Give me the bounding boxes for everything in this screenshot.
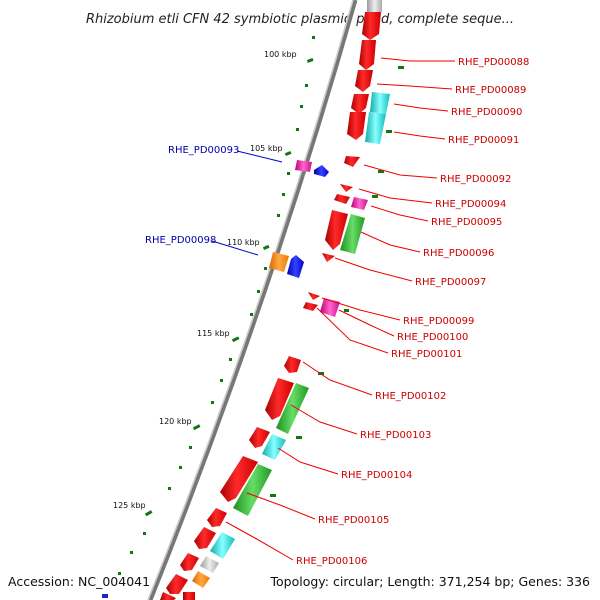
accession-text: Accession: NC_004041 xyxy=(8,574,150,589)
gene-00089[interactable] xyxy=(355,70,373,92)
gene-00107b[interactable] xyxy=(200,556,219,573)
kbp-label-120: 120 kbp xyxy=(159,417,192,426)
gene-00108a[interactable] xyxy=(166,574,188,594)
dotted-scale-track xyxy=(102,36,315,598)
kbp-tick-labels: 100 kbp 105 kbp 110 kbp 115 kbp 120 kbp … xyxy=(113,50,297,510)
kbp-label-100: 100 kbp xyxy=(264,50,297,59)
gene-label-rhe-pd00095[interactable]: RHE_PD00095 xyxy=(431,217,502,228)
gene-00099b[interactable] xyxy=(303,302,318,311)
gene-00097[interactable] xyxy=(322,253,335,262)
gene-label-rhe-pd00098[interactable]: RHE_PD00098 xyxy=(145,235,216,246)
gene-00109b[interactable] xyxy=(183,592,195,600)
gene-00088[interactable] xyxy=(359,40,376,70)
gene-00093[interactable] xyxy=(295,160,312,172)
gene-00101[interactable] xyxy=(284,356,301,373)
gene-label-rhe-pd00090[interactable]: RHE_PD00090 xyxy=(451,107,522,118)
plasmid-backbone xyxy=(147,0,358,600)
gene-00096[interactable] xyxy=(325,210,348,250)
gene-label-rhe-pd00091[interactable]: RHE_PD00091 xyxy=(448,135,519,146)
gene-00099a[interactable] xyxy=(308,292,320,300)
gene-00098b[interactable] xyxy=(287,255,304,278)
map-title: Rhizobium etli CFN 42 symbiotic plasmid … xyxy=(86,12,514,27)
gene-00102[interactable] xyxy=(265,378,294,420)
gene-label-rhe-pd00103[interactable]: RHE_PD00103 xyxy=(360,430,431,441)
gene-grey-top[interactable] xyxy=(367,0,382,12)
kbp-label-105: 105 kbp xyxy=(250,144,283,153)
kbp-label-110: 110 kbp xyxy=(227,238,260,247)
gene-label-rhe-pd00100[interactable]: RHE_PD00100 xyxy=(397,332,468,343)
label-connectors-left xyxy=(211,150,283,256)
gene-00094b[interactable] xyxy=(334,194,350,204)
gene-labels-right: RHE_PD00088 RHE_PD00089 RHE_PD00090 RHE_… xyxy=(296,57,529,567)
gene-00107a[interactable] xyxy=(180,553,199,571)
gene-00094a[interactable] xyxy=(340,184,353,192)
gene-00095[interactable] xyxy=(351,197,368,210)
gene-00100[interactable] xyxy=(320,298,340,317)
gene-00106c[interactable] xyxy=(210,532,235,559)
topology-summary: Topology: circular; Length: 371,254 bp; … xyxy=(270,574,591,589)
kbp-label-125: 125 kbp xyxy=(113,501,146,510)
gene-label-rhe-pd00099[interactable]: RHE_PD00099 xyxy=(403,316,474,327)
gene-00091[interactable] xyxy=(347,112,366,140)
gene-label-rhe-pd00096[interactable]: RHE_PD00096 xyxy=(423,248,494,259)
kbp-label-115: 115 kbp xyxy=(197,329,230,338)
gene-00104[interactable] xyxy=(262,434,286,460)
gene-00102b[interactable] xyxy=(276,383,309,434)
gene-00090b[interactable] xyxy=(370,92,390,114)
gene-00090[interactable] xyxy=(351,94,369,114)
gene-label-rhe-pd00101[interactable]: RHE_PD00101 xyxy=(391,349,462,360)
gene-00087[interactable] xyxy=(362,12,381,40)
gene-00106a[interactable] xyxy=(207,508,227,527)
gene-00103[interactable] xyxy=(249,427,270,448)
gene-label-rhe-pd00089[interactable]: RHE_PD00089 xyxy=(455,85,526,96)
gene-label-rhe-pd00097[interactable]: RHE_PD00097 xyxy=(415,277,486,288)
gene-label-rhe-pd00102[interactable]: RHE_PD00102 xyxy=(375,391,446,402)
gene-label-rhe-pd00104[interactable]: RHE_PD00104 xyxy=(341,470,412,481)
gene-00109[interactable] xyxy=(160,592,176,600)
gene-label-rhe-pd00092[interactable]: RHE_PD00092 xyxy=(440,174,511,185)
gene-00105[interactable] xyxy=(220,456,258,502)
gene-00096b[interactable] xyxy=(340,214,365,254)
gene-label-rhe-pd00093[interactable]: RHE_PD00093 xyxy=(168,145,239,156)
gene-label-rhe-pd00088[interactable]: RHE_PD00088 xyxy=(458,57,529,68)
gene-00106b[interactable] xyxy=(194,527,216,549)
gene-00108b[interactable] xyxy=(192,571,210,588)
plasmid-backbone-highlight xyxy=(147,0,354,600)
gene-00091b[interactable] xyxy=(365,112,386,144)
gene-00098[interactable] xyxy=(269,252,289,272)
gene-00092[interactable] xyxy=(344,156,360,167)
gene-label-rhe-pd00106[interactable]: RHE_PD00106 xyxy=(296,556,367,567)
gene-labels-left: RHE_PD00093 RHE_PD00098 xyxy=(145,145,239,246)
gene-label-rhe-pd00094[interactable]: RHE_PD00094 xyxy=(435,199,506,210)
gene-00105b[interactable] xyxy=(233,464,272,516)
label-connectors-right xyxy=(225,57,455,561)
gene-track xyxy=(160,0,390,600)
gene-00093b[interactable] xyxy=(314,165,329,177)
gene-label-rhe-pd00105[interactable]: RHE_PD00105 xyxy=(318,515,389,526)
